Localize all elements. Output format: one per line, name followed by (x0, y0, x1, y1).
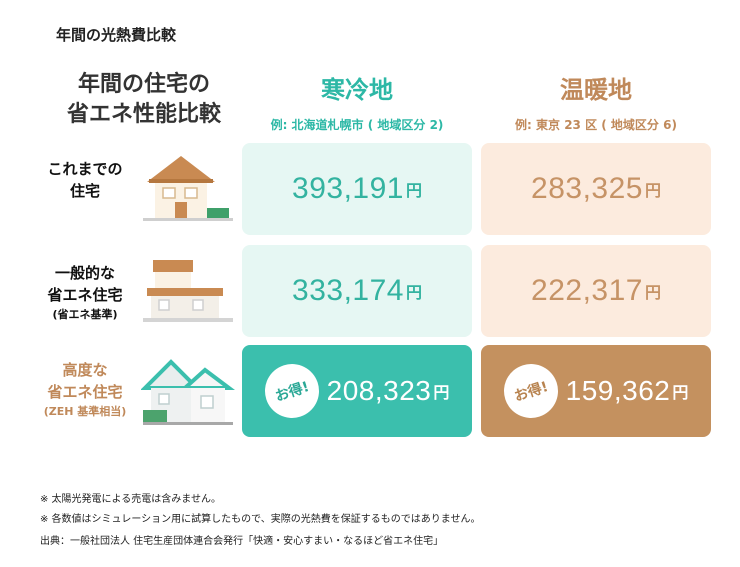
row-label-text: 高度な 省エネ住宅 (47, 361, 123, 401)
row-label-note: (省エネ基準) (52, 308, 118, 321)
region-example-cold: 例: 北海道札幌市 ( 地域区分 2) (270, 118, 444, 132)
region-header-cold: 寒冷地 例: 北海道札幌市 ( 地域区分 2) (241, 74, 473, 133)
region-example-warm: 例: 東京 23 区 ( 地域区分 6) (515, 118, 677, 132)
row-label-text: 一般的な 省エネ住宅 (47, 264, 123, 304)
footnote-simulation: ※ 各数値はシミュレーション用に試算したもので、実際の光熱費を保証するものではあ… (40, 514, 481, 525)
page-title: 年間の光熱費比較 (56, 26, 177, 44)
yen-unit: 円 (672, 383, 689, 402)
region-name-cold: 寒冷地 (321, 76, 393, 104)
footnote-solar: ※ 太陽光発電による売電は含みません。 (40, 494, 221, 505)
cost-card-cold-old: 393,191 円 (242, 143, 472, 235)
savings-badge: お得! (496, 356, 565, 426)
cost-value: 208,323 (326, 375, 432, 406)
savings-badge: お得! (257, 356, 326, 426)
comparison-heading: 年間の住宅の 省エネ性能比較 (44, 70, 244, 130)
cost-value: 222,317 (531, 274, 643, 307)
yen-unit: 円 (405, 283, 422, 302)
region-header-warm: 温暖地 例: 東京 23 区 ( 地域区分 6) (480, 74, 712, 133)
row-label-zeh-house: 高度な 省エネ住宅 (ZEH 基準相当) (30, 359, 140, 420)
comparison-heading-line1: 年間の住宅の (77, 72, 210, 97)
yen-unit: 円 (644, 181, 661, 200)
standard-house-icon (143, 260, 233, 322)
cost-card-cold-standard: 333,174 円 (242, 245, 472, 337)
zeh-house-icon (141, 359, 235, 425)
cost-value: 159,362 (565, 375, 671, 406)
yen-unit: 円 (644, 283, 661, 302)
region-name-warm: 温暖地 (560, 76, 632, 104)
row-label-text: これまでの 住宅 (47, 160, 123, 200)
row-label-standard-house: 一般的な 省エネ住宅 (省エネ基準) (30, 262, 140, 323)
cost-value: 333,174 (292, 274, 404, 307)
yen-unit: 円 (405, 181, 422, 200)
comparison-heading-line2: 省エネ性能比較 (66, 102, 221, 127)
footnote-source: 出典：一般社団法人 住宅生産団体連合会発行「快適・安心すまい・なるほど省エネ住宅… (40, 536, 444, 547)
cost-card-warm-zeh: お得! 159,362 円 (481, 345, 711, 437)
cost-card-warm-old: 283,325 円 (481, 143, 711, 235)
yen-unit: 円 (433, 383, 450, 402)
row-label-old-house: これまでの 住宅 (30, 158, 140, 202)
old-house-icon (143, 156, 233, 221)
cost-value: 283,325 (531, 172, 643, 205)
row-label-note: (ZEH 基準相当) (43, 405, 127, 418)
cost-value: 393,191 (292, 172, 404, 205)
cost-card-cold-zeh: お得! 208,323 円 (242, 345, 472, 437)
cost-card-warm-standard: 222,317 円 (481, 245, 711, 337)
